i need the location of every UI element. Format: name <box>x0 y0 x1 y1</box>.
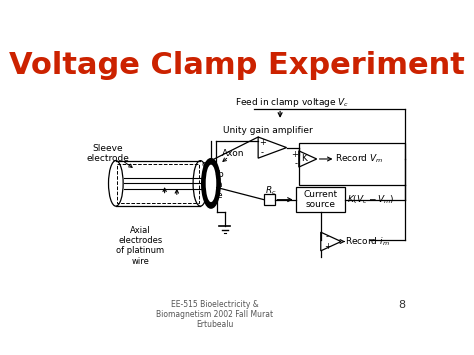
Text: +: + <box>324 242 331 251</box>
Text: -: - <box>261 148 264 157</box>
Text: Feed in clamp voltage $V_c$: Feed in clamp voltage $V_c$ <box>235 96 349 109</box>
Bar <box>264 194 275 205</box>
Ellipse shape <box>206 165 216 202</box>
Text: -: - <box>295 159 298 168</box>
Text: Voltage Clamp Experiment: Voltage Clamp Experiment <box>9 51 465 80</box>
Text: +: + <box>291 149 298 159</box>
Text: Sleeve
electrode: Sleeve electrode <box>86 143 129 163</box>
Text: $R_c$: $R_c$ <box>264 185 276 197</box>
Text: Record $i_m$: Record $i_m$ <box>345 235 390 248</box>
Bar <box>299 143 404 185</box>
Ellipse shape <box>193 160 208 206</box>
Text: b: b <box>217 170 222 179</box>
Text: Axial
electrodes
of platinum
wire: Axial electrodes of platinum wire <box>116 226 164 266</box>
Text: 8: 8 <box>399 300 406 310</box>
Text: Record $V_m$: Record $V_m$ <box>336 153 384 165</box>
Text: Unity gain amplifier: Unity gain amplifier <box>223 126 313 135</box>
Text: K: K <box>301 154 308 164</box>
Bar <box>118 164 199 203</box>
Text: e: e <box>217 191 222 200</box>
Text: Axon: Axon <box>221 149 244 158</box>
Text: $K(V_c - V_m)$: $K(V_c - V_m)$ <box>347 193 394 206</box>
Text: a: a <box>217 180 222 189</box>
Text: -: - <box>326 232 329 241</box>
Bar <box>296 187 345 212</box>
Text: Current
source: Current source <box>304 190 338 209</box>
Text: c: c <box>201 160 206 169</box>
Text: EE-515 Bioelectricity &
Biomagnetism 2002 Fall Murat
Ertubealu: EE-515 Bioelectricity & Biomagnetism 200… <box>156 300 273 329</box>
Text: +: + <box>259 138 265 147</box>
Ellipse shape <box>202 159 220 208</box>
Ellipse shape <box>109 160 123 206</box>
